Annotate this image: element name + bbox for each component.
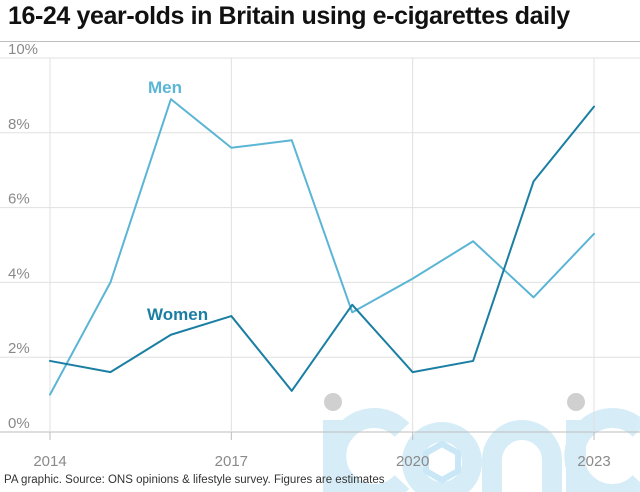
y-axis-ticks: 0% 2% 4% 6% 8% 10% bbox=[8, 41, 38, 432]
watermark-hexagon bbox=[423, 440, 461, 484]
watermark-c-1 bbox=[326, 408, 410, 492]
y-tick-label: 4% bbox=[8, 265, 30, 282]
y-tick-label: 8% bbox=[8, 116, 30, 133]
x-tick-label: 2014 bbox=[33, 453, 66, 470]
chart-title: 16-24 year-olds in Britain using e-cigar… bbox=[8, 2, 570, 30]
x-tick-label: 2020 bbox=[396, 453, 429, 470]
watermark-c-2 bbox=[564, 408, 640, 492]
series-labels: Men Women bbox=[147, 78, 208, 324]
series-lines bbox=[49, 98, 595, 396]
watermark-dot-2 bbox=[567, 393, 585, 411]
series-line-women bbox=[49, 105, 595, 392]
x-tick-label: 2017 bbox=[215, 453, 248, 470]
y-tick-label: 10% bbox=[8, 41, 38, 58]
watermark-dot-1 bbox=[324, 393, 342, 411]
watermark-n bbox=[482, 420, 562, 492]
y-tick-label: 0% bbox=[8, 415, 30, 432]
series-label-men: Men bbox=[148, 78, 182, 97]
iconic-watermark bbox=[323, 393, 640, 492]
y-tick-label: 2% bbox=[8, 340, 30, 357]
grid-lines bbox=[0, 57, 640, 440]
y-tick-label: 6% bbox=[8, 191, 30, 208]
x-tick-label: 2023 bbox=[577, 453, 610, 470]
series-label-women: Women bbox=[147, 305, 208, 324]
x-axis-ticks: 2014 2017 2020 2023 bbox=[33, 453, 610, 470]
source-note: PA graphic. Source: ONS opinions & lifes… bbox=[4, 474, 385, 486]
title-divider bbox=[0, 41, 640, 42]
